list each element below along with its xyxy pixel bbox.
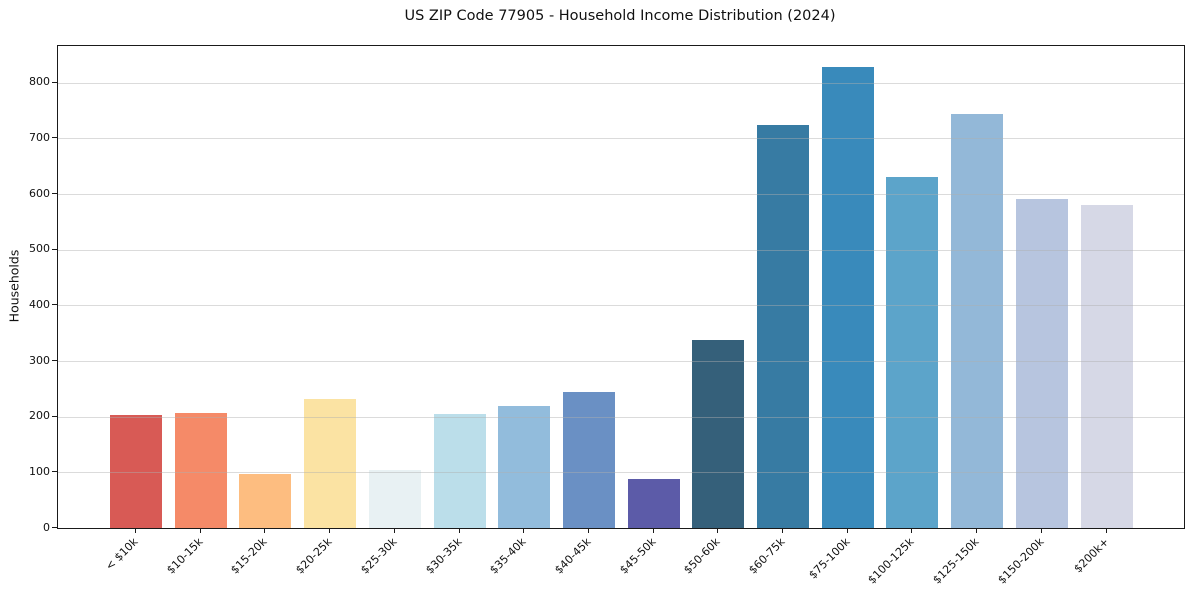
bar-$100-125k <box>886 176 939 528</box>
y-tick-label: 100 <box>29 464 50 478</box>
y-tick-label: 600 <box>29 186 50 200</box>
x-tick-mark <box>393 528 395 533</box>
x-tick-mark <box>911 528 913 533</box>
y-tick-mark <box>52 527 57 528</box>
bar-$60-75k <box>757 125 809 528</box>
x-tick-mark <box>1040 528 1042 533</box>
x-tick-mark <box>458 528 460 533</box>
bar-$20-25k <box>304 398 357 528</box>
y-tick-mark <box>52 193 57 195</box>
x-tick-mark <box>523 528 525 533</box>
bar-$45-50k <box>627 479 680 528</box>
bar-$35-40k <box>498 406 551 528</box>
gridline-y-700 <box>58 138 1184 140</box>
x-tick-mark <box>264 528 266 533</box>
y-tick-label: 300 <box>29 353 50 367</box>
y-tick-label: 500 <box>29 242 50 256</box>
chart-title: US ZIP Code 77905 - Household Income Dis… <box>404 8 836 24</box>
x-tick-mark <box>1105 528 1107 533</box>
x-tick-mark <box>135 528 136 533</box>
x-tick-mark <box>717 528 719 533</box>
gridline-y-600 <box>58 194 1184 196</box>
bar-$25-30k <box>368 469 421 528</box>
y-tick-mark <box>52 471 57 473</box>
y-tick-mark <box>52 304 57 306</box>
y-tick-label: 0 <box>43 520 50 534</box>
y-tick-mark <box>52 137 57 139</box>
y-tick-mark <box>52 81 57 83</box>
bar-$30-35k <box>433 413 486 528</box>
y-tick-label: 800 <box>29 75 50 89</box>
gridline-y-500 <box>58 249 1184 251</box>
x-tick-mark <box>782 528 783 533</box>
y-tick-label: 200 <box>29 409 50 423</box>
y-tick-mark <box>52 415 57 417</box>
y-tick-label: 400 <box>29 297 50 311</box>
x-tick-label: < $10k <box>102 535 141 573</box>
gridline-y-300 <box>58 361 1184 362</box>
y-tick-label: 700 <box>29 130 50 144</box>
bar-< $10k <box>110 414 162 528</box>
gridline-y-800 <box>58 82 1184 84</box>
bar-$150-200k <box>1015 198 1068 528</box>
x-tick-mark <box>652 528 654 533</box>
y-tick-mark <box>52 360 57 361</box>
x-tick-mark <box>587 528 589 533</box>
bar-$75-100k <box>821 67 874 528</box>
gridline-y-100 <box>58 472 1184 474</box>
gridline-y-200 <box>58 416 1184 418</box>
bar-$125-150k <box>951 113 1004 528</box>
x-tick-mark <box>976 528 978 533</box>
y-tick-mark <box>52 248 57 250</box>
x-tick-mark <box>846 528 848 533</box>
gridline-y-400 <box>58 305 1184 307</box>
bar-$15-20k <box>239 473 292 528</box>
bar-$50-60k <box>692 339 745 528</box>
bar-$10-15k <box>174 412 227 528</box>
plot-area <box>57 45 1185 529</box>
x-tick-mark <box>199 528 201 533</box>
bar-$40-45k <box>562 391 615 528</box>
bar-$200k+ <box>1080 204 1133 528</box>
y-axis-label: Households <box>6 249 22 323</box>
x-tick-mark <box>329 528 331 533</box>
